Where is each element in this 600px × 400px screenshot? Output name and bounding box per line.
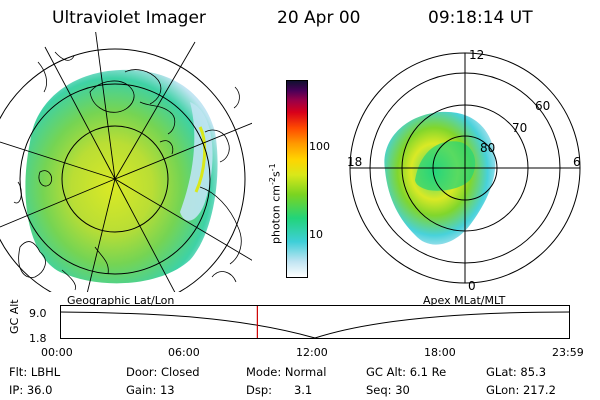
- y-tick-1-8: 1.8: [29, 332, 47, 345]
- coastlines: [13, 51, 242, 291]
- x-tick-0000: 00:00: [41, 346, 73, 359]
- latitude-circle-inner: [61, 125, 169, 233]
- info-seq: Seq: 30: [366, 383, 410, 397]
- y-tick-9: 9.0: [29, 307, 47, 320]
- info-mode: Mode: Normal: [246, 365, 327, 379]
- altitude-timeline: [60, 305, 570, 339]
- mlt-label-0: 0: [468, 279, 476, 293]
- info-glat: GLat: 85.3: [486, 365, 547, 379]
- latitude-circle-middle: [19, 83, 211, 275]
- apex-polar-plot: 12 18 6 0 60 70 80: [347, 48, 581, 293]
- geographic-map: [0, 32, 252, 292]
- info-gc-alt: GC Alt: 6.1 Re: [366, 365, 447, 379]
- altitude-curve: [60, 311, 570, 339]
- x-tick-2359: 23:59: [552, 346, 584, 359]
- instrument-title: Ultraviolet Imager: [52, 8, 206, 28]
- mlt-label-12: 12: [469, 48, 484, 62]
- info-ip: IP: 36.0: [9, 383, 53, 397]
- x-tick-0600: 06:00: [168, 346, 200, 359]
- mlat-label-80: 80: [480, 141, 495, 155]
- info-glon: GLon: 217.2: [486, 383, 556, 397]
- x-tick-1200: 12:00: [296, 346, 328, 359]
- mlt-label-18: 18: [347, 155, 362, 169]
- observation-time: 09:18:14 UT: [428, 8, 533, 28]
- mlt-label-6: 6: [573, 155, 581, 169]
- colorbar: [286, 80, 308, 278]
- x-tick-1800: 18:00: [424, 346, 456, 359]
- colorbar-tick-100: 100: [309, 140, 330, 153]
- latitude-circle-outer: [0, 48, 246, 292]
- apex-caption: Apex MLat/MLT: [423, 294, 506, 307]
- meridian-lines: [0, 32, 252, 292]
- geographic-caption: Geographic Lat/Lon: [67, 294, 175, 307]
- info-dsp: Dsp: 3.1: [246, 383, 313, 397]
- observation-date: 20 Apr 00: [277, 8, 361, 28]
- info-gain: Gain: 13: [126, 383, 175, 397]
- info-filter: Flt: LBHL: [9, 365, 61, 379]
- mlat-label-60: 60: [535, 99, 550, 113]
- mlat-label-70: 70: [512, 121, 527, 135]
- info-door: Door: Closed: [126, 365, 200, 379]
- colorbar-tick-10: 10: [309, 228, 323, 241]
- gc-alt-axis-label: GC Alt: [8, 299, 21, 334]
- auroral-arc-band: [180, 102, 213, 221]
- colorbar-unit-label: photon cm-2s-1: [268, 163, 283, 244]
